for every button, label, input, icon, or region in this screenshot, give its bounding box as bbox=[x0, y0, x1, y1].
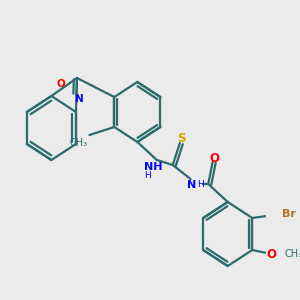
Text: CH₃: CH₃ bbox=[70, 138, 88, 148]
Text: N: N bbox=[187, 180, 196, 190]
Text: NH: NH bbox=[144, 162, 163, 172]
Text: O: O bbox=[267, 248, 277, 260]
Text: N: N bbox=[75, 94, 83, 104]
Text: H: H bbox=[197, 180, 203, 189]
Text: O: O bbox=[56, 79, 65, 89]
Text: S: S bbox=[177, 133, 186, 146]
Text: O: O bbox=[209, 152, 219, 164]
Text: H: H bbox=[144, 171, 151, 180]
Text: CH₃: CH₃ bbox=[284, 249, 300, 259]
Text: Br: Br bbox=[281, 209, 296, 219]
